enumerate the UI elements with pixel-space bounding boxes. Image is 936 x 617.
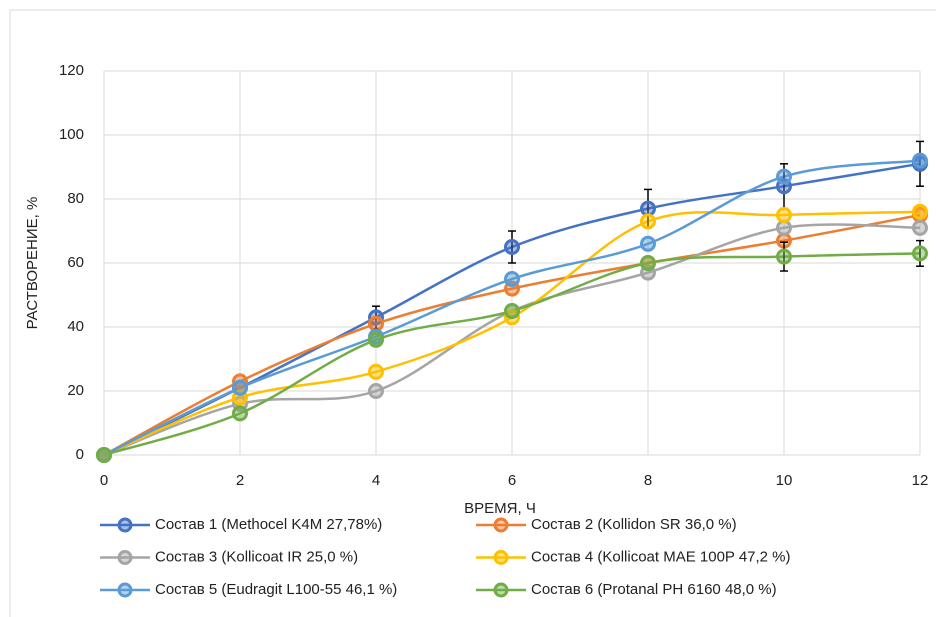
legend-label: Состав 5 (Eudragit L100-55 46,1 %) (155, 581, 397, 598)
data-point (776, 207, 792, 223)
y-tick-label: 80 (67, 190, 84, 207)
data-point (776, 219, 792, 236)
legend-marker (117, 517, 133, 533)
data-point (640, 235, 656, 252)
y-tick-label: 60 (67, 254, 84, 271)
y-tick-label: 20 (67, 382, 84, 399)
x-tick-label: 10 (776, 472, 793, 489)
y-tick-label: 120 (59, 62, 84, 79)
x-tick-label: 0 (100, 472, 108, 489)
data-point (912, 219, 928, 236)
data-point (368, 383, 384, 399)
data-point (504, 271, 520, 287)
y-axis-title: РАСТВОРЕНИЕ, % (24, 197, 41, 330)
y-tick-label: 40 (67, 318, 84, 335)
legend-label: Состав 2 (Kollidon SR 36,0 %) (531, 516, 737, 533)
data-point (776, 248, 792, 265)
legend-label: Состав 6 (Protanal PH 6160 48,0 %) (531, 581, 777, 598)
data-point (776, 168, 792, 185)
legend-marker (493, 517, 509, 533)
legend-marker (117, 550, 133, 565)
data-point (368, 315, 384, 332)
data-point (504, 303, 520, 319)
data-point (912, 152, 928, 169)
legend-label: Состав 1 (Methocel K4M 27,78%) (155, 516, 382, 533)
x-tick-label: 6 (508, 472, 516, 489)
data-point (232, 379, 248, 396)
legend-marker (117, 582, 133, 598)
y-tick-label: 100 (59, 126, 84, 143)
data-point (96, 447, 112, 463)
data-point (368, 331, 384, 348)
x-axis-title: ВРЕМЯ, Ч (464, 500, 536, 517)
x-tick-label: 4 (372, 472, 380, 489)
data-point (640, 213, 656, 230)
data-point (912, 203, 928, 220)
data-point (232, 405, 248, 422)
x-tick-label: 12 (912, 472, 929, 489)
data-point (640, 255, 656, 271)
y-tick-label: 0 (76, 446, 84, 463)
data-point (640, 200, 656, 217)
legend-label: Состав 4 (Kollicoat MAE 100P 47,2 %) (531, 548, 791, 565)
data-point (912, 245, 928, 262)
data-point (504, 239, 520, 255)
chart-frame (9, 9, 936, 617)
legend-marker (493, 550, 509, 565)
data-point (368, 363, 384, 380)
legend-label: Состав 3 (Kollicoat IR 25,0 %) (155, 548, 358, 565)
legend-marker (493, 582, 509, 598)
x-tick-label: 2 (236, 472, 244, 489)
x-tick-label: 8 (644, 472, 652, 489)
